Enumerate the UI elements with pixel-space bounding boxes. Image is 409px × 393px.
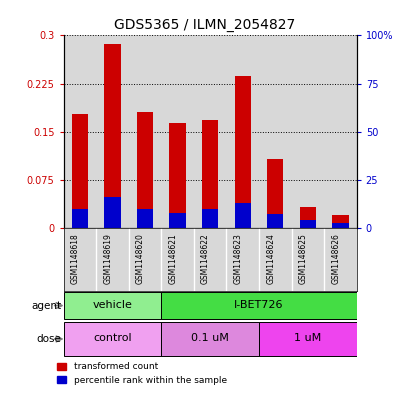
Bar — [202, 120, 218, 228]
Bar — [104, 44, 120, 228]
Legend: transformed count, percentile rank within the sample: transformed count, percentile rank withi… — [54, 359, 230, 389]
Text: agent: agent — [31, 301, 61, 310]
Text: GSM1148623: GSM1148623 — [233, 233, 242, 284]
Text: 0.1 uM: 0.1 uM — [191, 333, 229, 343]
Text: 1 uM: 1 uM — [294, 333, 321, 343]
Text: GSM1148621: GSM1148621 — [168, 233, 177, 284]
Bar — [267, 215, 283, 228]
Text: GSM1148619: GSM1148619 — [103, 233, 112, 284]
Text: GSM1148625: GSM1148625 — [298, 233, 307, 284]
Text: GSM1148626: GSM1148626 — [330, 233, 339, 284]
Text: GDS5365 / ILMN_2054827: GDS5365 / ILMN_2054827 — [114, 18, 295, 32]
Bar — [234, 76, 250, 228]
Bar — [63, 292, 161, 319]
Text: GSM1148624: GSM1148624 — [265, 233, 274, 284]
Bar — [299, 207, 315, 228]
Bar — [137, 112, 153, 228]
Bar — [331, 223, 348, 228]
Bar — [72, 114, 88, 228]
Bar — [63, 322, 161, 356]
Bar — [169, 123, 185, 228]
Text: GSM1148622: GSM1148622 — [201, 233, 209, 284]
Text: GSM1148620: GSM1148620 — [136, 233, 145, 284]
Text: I-BET726: I-BET726 — [234, 300, 283, 310]
Text: dose: dose — [36, 334, 61, 344]
Bar — [72, 209, 88, 228]
Text: vehicle: vehicle — [92, 300, 132, 310]
Bar — [104, 197, 120, 228]
Text: control: control — [93, 333, 131, 343]
Bar — [169, 213, 185, 228]
Bar — [161, 292, 356, 319]
Bar — [161, 322, 258, 356]
Bar — [234, 203, 250, 228]
Bar — [202, 209, 218, 228]
Bar — [299, 220, 315, 228]
Text: GSM1148618: GSM1148618 — [71, 233, 80, 284]
Bar — [267, 159, 283, 228]
Bar — [331, 215, 348, 228]
Bar — [137, 209, 153, 228]
Bar — [258, 322, 356, 356]
